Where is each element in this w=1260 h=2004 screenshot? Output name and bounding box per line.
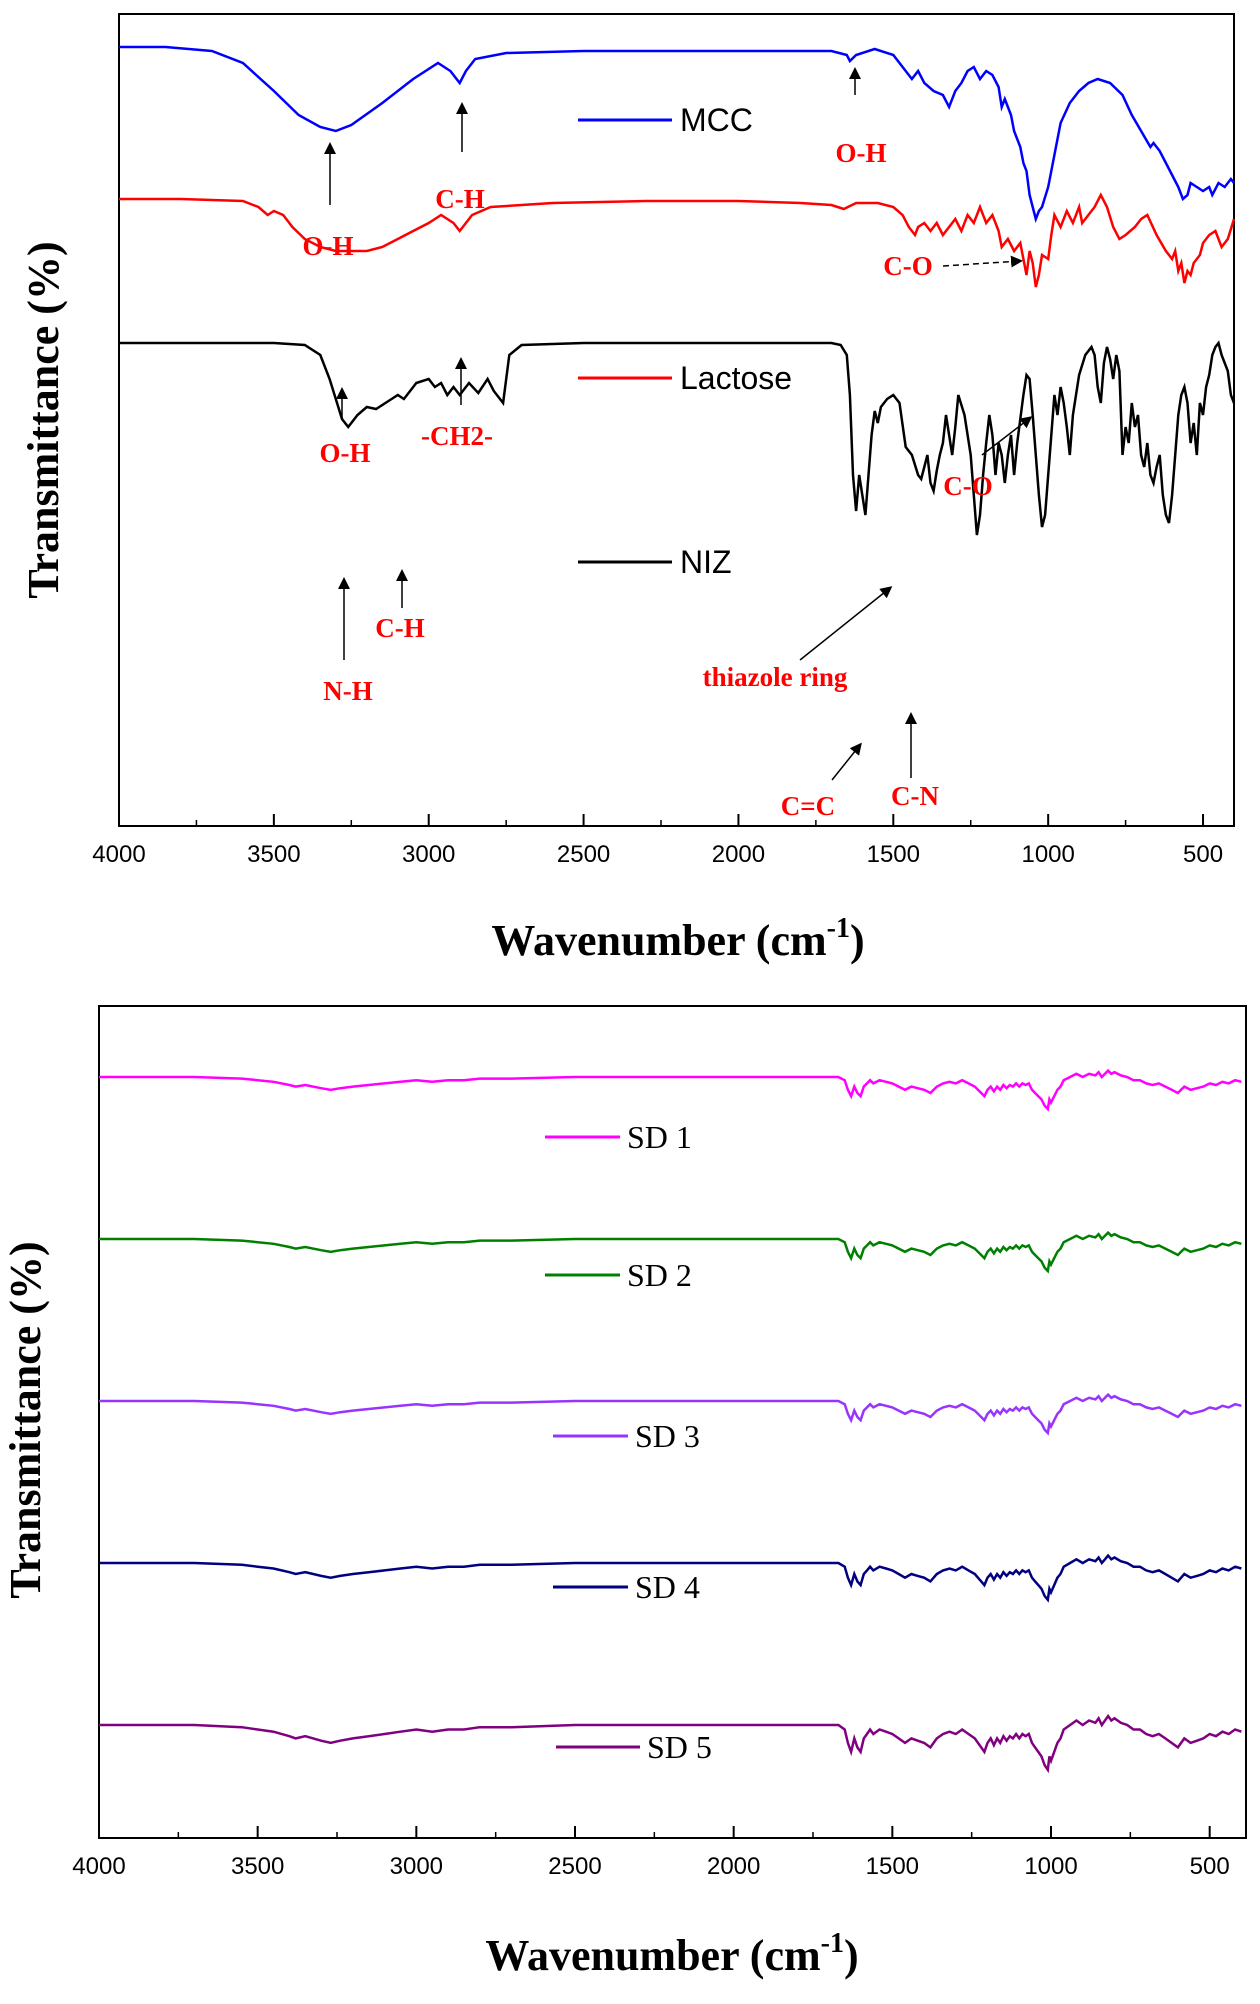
top-x-tick-label: 1500 xyxy=(867,841,920,868)
legend-label-sd-2: SD 2 xyxy=(627,1257,692,1293)
bottom-x-axis-title: Wavenumber (cm-1) xyxy=(485,1928,858,1980)
bottom-x-tick-label: 3000 xyxy=(390,1853,443,1880)
top-x-tick-label: 500 xyxy=(1183,841,1223,868)
top-legend: MCC Lactose NIZ xyxy=(578,102,792,580)
annotation-label: C-H xyxy=(375,613,425,643)
annotation-label: C-O xyxy=(883,251,933,281)
top-x-tick-label: 3500 xyxy=(247,841,300,868)
annotation-arrow xyxy=(831,742,862,781)
series-line-sd-3 xyxy=(99,1392,1242,1436)
bottom-x-tick-label: 2000 xyxy=(707,1853,760,1880)
bottom-x-tick-label: 500 xyxy=(1190,1853,1230,1880)
bottom-x-tick-label: 1000 xyxy=(1024,1853,1077,1880)
top-annotations: O-H C-H O-H C-O O-H -CH2- C-O N-H C-H thiazole ri… xyxy=(303,67,1033,821)
bottom-x-tick-label: 1500 xyxy=(866,1853,919,1880)
annotation-label: C-H xyxy=(435,184,485,214)
top-x-axis-title: Wavenumber (cm-1) xyxy=(491,913,864,965)
legend-label-sd-5: SD 5 xyxy=(647,1729,712,1765)
bottom-plot-series xyxy=(99,1068,1242,1774)
series-line-niz xyxy=(119,340,1236,536)
annotation-label: O-H xyxy=(836,138,887,168)
top-x-tick-label: 4000 xyxy=(92,841,145,868)
series-line-sd-5 xyxy=(99,1713,1242,1774)
series-line-sd-2 xyxy=(99,1230,1242,1274)
series-line-mcc xyxy=(119,45,1235,224)
annotation-label: O-H xyxy=(320,438,371,468)
legend-label-sd-3: SD 3 xyxy=(635,1418,700,1454)
bottom-x-axis: 4000 3500 3000 2500 2000 1500 1000 500 xyxy=(72,1826,1230,1880)
annotation-label: thiazole ring xyxy=(703,662,848,692)
legend-label-lactose: Lactose xyxy=(680,360,792,396)
annotation-label: O-H xyxy=(303,231,354,261)
series-line-sd-1 xyxy=(99,1068,1242,1112)
top-plot-frame xyxy=(118,13,1235,827)
top-x-tick-label: 2500 xyxy=(557,841,610,868)
legend-label-sd-1: SD 1 xyxy=(627,1119,692,1155)
legend-label-mcc: MCC xyxy=(680,102,753,138)
bottom-x-tick-label: 2500 xyxy=(548,1853,601,1880)
top-x-axis: 4000 3500 3000 2500 2000 1500 1000 500 xyxy=(92,814,1223,868)
top-plot-series xyxy=(119,45,1236,536)
bottom-y-axis-title: Transmittance (%) xyxy=(1,1241,50,1598)
annotation-arrow xyxy=(942,255,1023,268)
annotation-arrow xyxy=(981,416,1033,456)
annotation-label: C=C xyxy=(781,791,835,821)
top-x-tick-label: 2000 xyxy=(712,841,765,868)
series-line-sd-4 xyxy=(99,1553,1242,1603)
annotation-label: -CH2- xyxy=(421,421,493,451)
legend-label-niz: NIZ xyxy=(680,544,732,580)
top-y-axis-title: Transmittance (%) xyxy=(19,241,68,598)
annotation-label: N-H xyxy=(323,676,373,706)
annotation-arrow xyxy=(799,586,893,661)
top-x-tick-label: 1000 xyxy=(1021,841,1074,868)
top-x-tick-label: 3000 xyxy=(402,841,455,868)
series-line-lactose xyxy=(119,192,1236,288)
bottom-plot-frame xyxy=(98,1005,1247,1839)
annotation-label: C-N xyxy=(891,781,939,811)
bottom-x-tick-label: 4000 xyxy=(72,1853,125,1880)
legend-label-sd-4: SD 4 xyxy=(635,1569,700,1605)
bottom-legend: SD 1 SD 2 SD 3 SD 4 SD 5 xyxy=(545,1119,712,1765)
annotation-label: C-O xyxy=(943,471,993,501)
bottom-x-tick-label: 3500 xyxy=(231,1853,284,1880)
